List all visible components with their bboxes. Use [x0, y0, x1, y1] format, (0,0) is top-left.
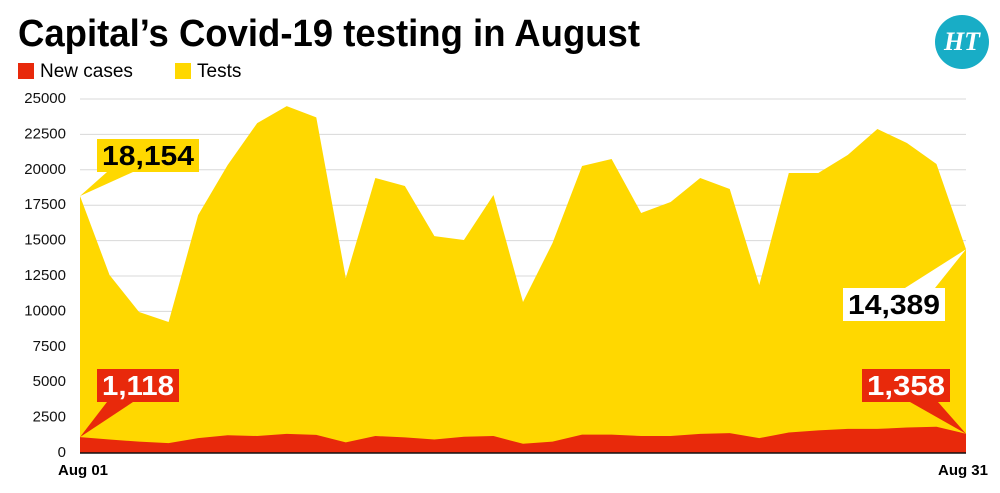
y-tick-label: 15000: [24, 232, 66, 249]
y-tick-label: 22500: [24, 125, 66, 142]
chart-title: Capital’s Covid-19 testing in August: [18, 13, 640, 55]
callout: 1,118: [80, 369, 179, 438]
y-tick-label: 25000: [24, 90, 66, 107]
data-label: 14,389: [848, 289, 940, 320]
logo: HT: [935, 15, 989, 69]
callout: 14,389: [843, 249, 966, 321]
callout-pointer: [80, 402, 133, 438]
callout: 18,154: [80, 139, 199, 196]
logo-circle: [935, 15, 989, 69]
legend-label: Tests: [197, 61, 241, 82]
callout: 1,358: [862, 369, 966, 434]
y-tick-label: 20000: [24, 161, 66, 178]
callout-box: [97, 139, 199, 172]
x-tick-label: Aug 31: [938, 462, 988, 479]
callout-box: [97, 369, 179, 402]
data-label: 1,358: [867, 370, 945, 401]
logo-text: HT: [943, 27, 981, 56]
area: [80, 106, 966, 453]
x-tick-label: Aug 01: [58, 462, 108, 479]
data-label: 1,118: [102, 370, 174, 401]
y-tick-label: 5000: [33, 373, 66, 390]
legend-swatch: [175, 63, 191, 79]
data-label: 18,154: [102, 140, 194, 171]
callout-pointer: [910, 402, 966, 434]
legend-label: New cases: [40, 61, 133, 82]
legend-swatch: [18, 63, 34, 79]
y-tick-label: 10000: [24, 302, 66, 319]
area: [80, 426, 966, 453]
y-tick-label: 7500: [33, 338, 66, 355]
y-tick-label: 0: [58, 444, 66, 461]
callout-box: [843, 288, 945, 321]
y-tick-label: 12500: [24, 267, 66, 284]
callout-box: [862, 369, 950, 402]
y-tick-label: 17500: [24, 196, 66, 213]
callout-pointer: [905, 249, 966, 288]
callout-pointer: [80, 172, 133, 196]
y-tick-label: 2500: [33, 409, 66, 426]
